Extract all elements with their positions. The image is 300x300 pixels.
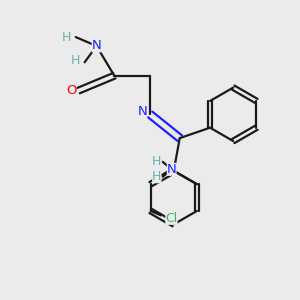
Text: H: H (62, 31, 71, 44)
Text: H: H (152, 155, 161, 168)
Text: Cl: Cl (165, 212, 178, 225)
Text: N: N (138, 105, 147, 118)
Text: O: O (66, 84, 76, 97)
Text: N: N (167, 163, 177, 176)
Text: N: N (92, 40, 101, 52)
Text: H: H (152, 170, 161, 183)
Text: H: H (71, 54, 80, 67)
